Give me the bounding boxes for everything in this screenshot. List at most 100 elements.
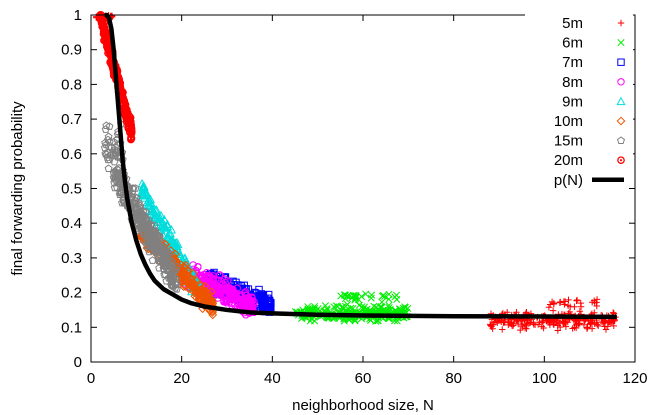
point-10m: [201, 294, 210, 303]
point-5m: [501, 318, 508, 326]
point-5m: [573, 320, 580, 328]
point-5m: [595, 322, 602, 330]
legend-label-15m: 15m: [554, 133, 583, 150]
point-6m: [360, 303, 368, 311]
point-15m: [136, 223, 145, 232]
point-9m: [163, 231, 173, 241]
point-5m: [540, 324, 547, 332]
legend-swatch-10m: [616, 116, 626, 126]
point-20m-ring: [127, 128, 136, 136]
point-5m: [557, 299, 564, 306]
point-9m: [137, 178, 147, 188]
point-9m: [147, 203, 157, 213]
point-20m-dot: [105, 42, 108, 46]
y-tick-label: 0.2: [61, 285, 82, 302]
point-20m-ring: [121, 101, 130, 109]
point-9m: [148, 210, 158, 219]
point-8m: [241, 288, 250, 296]
fit-curve: [104, 12, 617, 320]
point-8m: [227, 290, 235, 299]
point-15m: [173, 262, 182, 271]
point-15m: [151, 243, 160, 252]
y-tick-label: 0.4: [61, 215, 82, 232]
point-8m: [231, 299, 239, 308]
legend-label-5m: 5m: [562, 15, 583, 32]
point-6m: [385, 295, 393, 303]
point-6m: [355, 301, 363, 309]
point-10m: [196, 281, 206, 291]
legend-label-9m: 9m: [562, 93, 583, 110]
point-20m: [127, 128, 136, 136]
point-10m: [190, 286, 200, 296]
point-5m: [571, 303, 578, 310]
legend-background: [525, 9, 633, 185]
point-6m: [367, 294, 375, 302]
point-15m: [148, 229, 157, 238]
point-6m: [368, 291, 376, 299]
point-15m: [128, 193, 137, 202]
point-6m: [362, 290, 370, 298]
point-15m: [104, 132, 113, 141]
point-15m: [139, 217, 148, 226]
y-tick-label: 0.6: [61, 146, 82, 163]
point-10m: [208, 308, 217, 317]
point-5m: [604, 319, 612, 326]
point-6m: [376, 307, 384, 315]
point-5m: [505, 321, 512, 329]
point-15m: [127, 189, 136, 197]
point-15m: [144, 234, 153, 243]
point-20m: [121, 106, 129, 114]
point-10m: [202, 287, 212, 297]
point-6m: [349, 304, 357, 312]
legend-label-10m: 10m: [554, 113, 583, 130]
legend-label-6m: 6m: [562, 35, 583, 52]
legend-swatch-7m: [617, 58, 625, 66]
y-tick-label: 0.5: [61, 181, 82, 198]
point-5m: [601, 323, 608, 330]
point-20m-ring: [125, 117, 133, 126]
point-6m: [351, 293, 360, 302]
point-15m: [168, 271, 177, 280]
point-20m-dot: [123, 108, 126, 111]
point-15m: [136, 203, 145, 212]
y-tick-label: 0.9: [61, 42, 82, 59]
point-15m: [102, 140, 111, 149]
point-10m: [199, 287, 209, 297]
point-15m: [139, 211, 148, 220]
point-5m: [545, 318, 552, 325]
point-15m: [112, 176, 121, 184]
point-8m: [200, 270, 208, 279]
point-10m: [180, 274, 190, 283]
point-5m: [593, 302, 600, 310]
point-9m: [138, 190, 148, 199]
point-20m-dot: [130, 130, 133, 134]
point-6m: [340, 291, 349, 299]
point-20m-dot: [124, 115, 128, 118]
point-6m: [304, 303, 312, 311]
point-15m: [114, 165, 123, 174]
point-15m: [166, 273, 175, 282]
point-5m: [590, 297, 598, 304]
point-5m: [514, 320, 522, 328]
point-5m: [573, 296, 581, 304]
point-5m: [605, 318, 613, 326]
point-15m: [171, 265, 180, 273]
point-6m: [366, 306, 374, 314]
legend: 5m 6m 7m 8m 9m 10m 15m 20m p(N): [554, 15, 626, 189]
point-15m: [107, 143, 116, 152]
point-15m: [140, 237, 149, 245]
point-20m: [102, 40, 111, 48]
point-9m: [146, 199, 156, 208]
point-5m: [593, 296, 601, 303]
point-9m: [149, 212, 159, 222]
point-5m: [499, 326, 506, 333]
x-tick-label: 0: [87, 370, 95, 387]
point-5m: [591, 320, 598, 327]
point-15m: [118, 198, 127, 207]
point-15m: [165, 259, 174, 268]
axes: 0 20 40 60 80 100 120 0 0.1 0.2 0.3 0.4 0.5 0.6 0.7 0.8…: [61, 7, 647, 387]
point-6m: [332, 302, 340, 310]
point-8m: [223, 295, 232, 304]
point-9m: [162, 221, 172, 230]
